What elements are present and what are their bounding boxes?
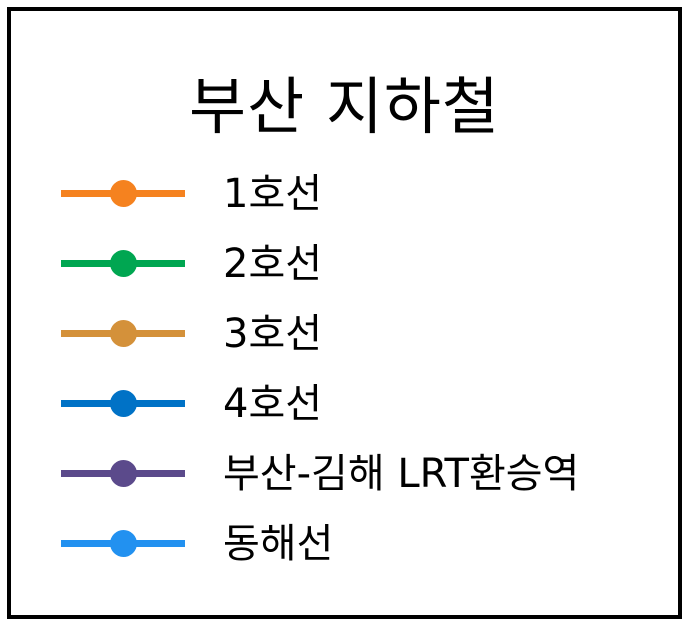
line-4-label: 4호선 [223, 381, 323, 427]
legend-title: 부산 지하철 [189, 70, 500, 143]
donghae-line-symbol-icon [61, 509, 185, 579]
line-3-label: 3호선 [223, 311, 323, 357]
line-1-label: 1호선 [223, 171, 323, 217]
legend-item-line-3: 3호선 [61, 299, 579, 369]
legend-box: 부산 지하철 1호선 2호선 3호선 [7, 7, 682, 619]
donghae-line-marker-icon [110, 530, 137, 557]
line-3-marker-icon [110, 320, 137, 347]
donghae-line-label: 동해선 [223, 521, 334, 567]
legend-item-line-1: 1호선 [61, 159, 579, 229]
line-1-marker-icon [110, 180, 137, 207]
line-2-marker-icon [110, 250, 137, 277]
legend-item-line-4: 4호선 [61, 369, 579, 439]
legend-item-donghae-line: 동해선 [61, 509, 579, 579]
line-2-label: 2호선 [223, 241, 323, 287]
lrt-transfer-symbol-icon [61, 439, 185, 509]
legend-item-lrt-transfer: 부산-김해 LRT환승역 [61, 439, 579, 509]
line-4-marker-icon [110, 390, 137, 417]
legend-item-line-2: 2호선 [61, 229, 579, 299]
legend-list: 1호선 2호선 3호선 4호선 [61, 159, 579, 579]
lrt-transfer-label: 부산-김해 LRT환승역 [223, 451, 580, 497]
line-2-symbol-icon [61, 229, 185, 299]
lrt-transfer-marker-icon [110, 460, 137, 487]
line-4-symbol-icon [61, 369, 185, 439]
line-1-symbol-icon [61, 159, 185, 229]
line-3-symbol-icon [61, 299, 185, 369]
